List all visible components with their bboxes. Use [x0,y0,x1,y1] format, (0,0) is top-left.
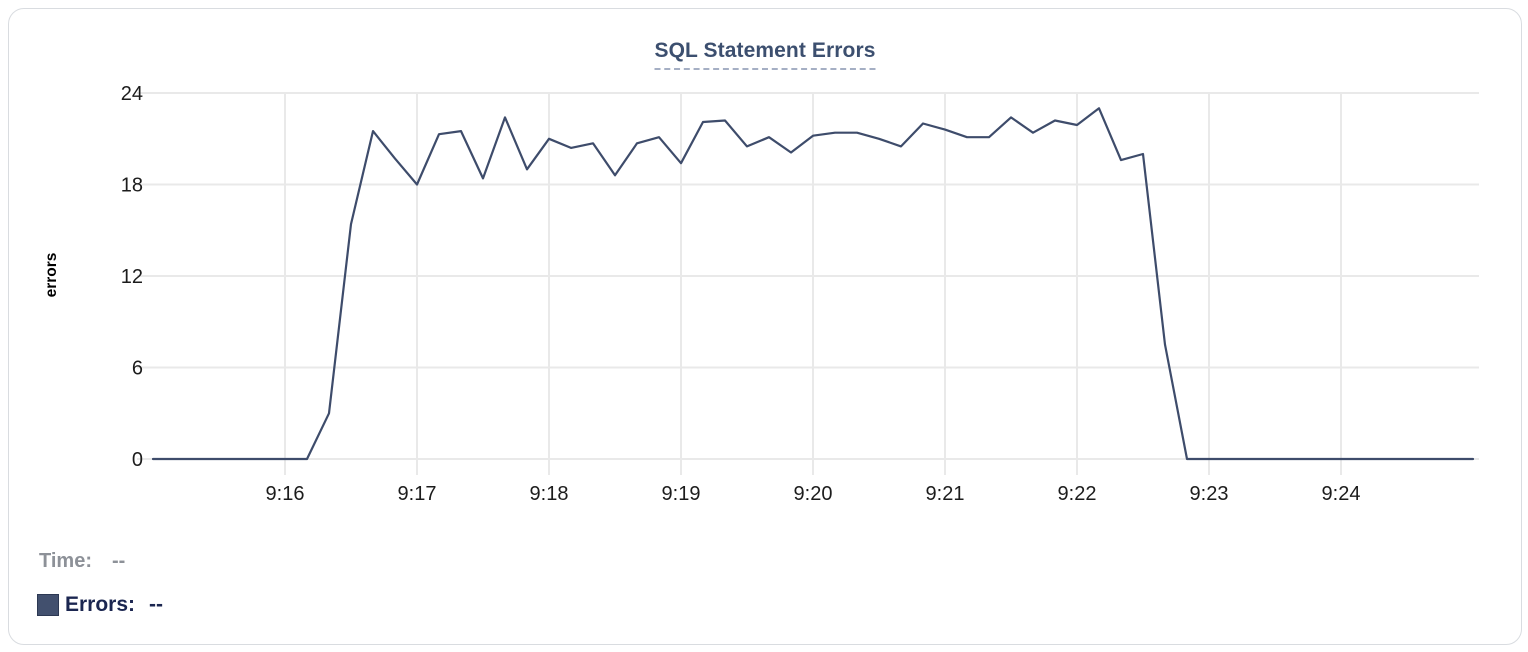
chart-title[interactable]: SQL Statement Errors [654,39,876,70]
y-axis-tick-label: 12 [121,266,143,288]
x-axis-tick-label: 9:17 [398,483,437,505]
legend-errors-row: Errors: -- [37,593,163,617]
tooltip-time-row: Time: -- [39,550,125,573]
y-axis-tick-label: 6 [132,358,143,380]
x-axis-tick-label: 9:24 [1322,483,1361,505]
sql-errors-line-chart[interactable]: 0 6 12 18 24 9:16 9:17 9:18 9:19 9:20 9:21 9:22 9:23… [9,9,1528,521]
x-axis-tick-label: 9:20 [794,483,833,505]
x-axis-tick-label: 9:19 [662,483,701,505]
y-axis-tick-label: 0 [132,449,143,471]
x-axis-tick-label: 9:22 [1058,483,1097,505]
y-axis-tick-label: 18 [121,175,143,197]
tooltip-time-label: Time: [39,550,92,572]
y-axis-tick-label: 24 [121,83,143,105]
errors-series-swatch [37,594,59,616]
chart-card: SQL Statement Errors 0 6 12 18 24 9:16 9:17 9:1… [8,8,1522,645]
errors-series-line [151,107,1475,461]
tooltip-errors-value: -- [149,593,164,616]
x-axis-tick-label: 9:18 [530,483,569,505]
x-axis-tick-label: 9:16 [266,483,305,505]
x-axis-tick-label: 9:21 [926,483,965,505]
x-axis-tick-label: 9:23 [1190,483,1229,505]
tooltip-time-value: -- [111,550,126,572]
tooltip-errors-label: Errors: [65,593,136,616]
y-axis-label: errors [43,253,60,298]
